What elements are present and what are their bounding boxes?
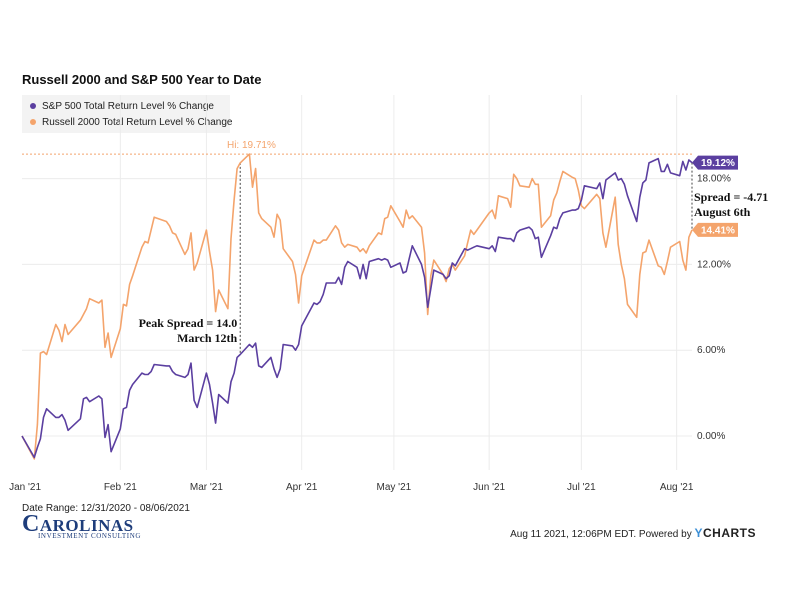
current-spread-label: Spread = -4.71 (694, 190, 768, 204)
x-tick-label: May '21 (377, 482, 412, 493)
legend-label-russell: Russell 2000 Total Return Level % Change (42, 117, 233, 128)
x-tick-label: Jan '21 (9, 482, 41, 493)
x-tick-label: Jun '21 (473, 482, 505, 493)
ycharts-logo[interactable]: YCHARTS (694, 526, 756, 540)
x-tick-label: Aug '21 (660, 482, 694, 493)
date-range: Date Range: 12/31/2020 - 08/06/2021 (22, 503, 190, 514)
peak-spread-date: March 12th (177, 331, 237, 345)
russell-end-badge (692, 222, 738, 237)
footer-credit: Aug 11 2021, 12:06PM EDT. Powered by YCH… (510, 526, 756, 540)
legend-label-sp500: S&P 500 Total Return Level % Change (42, 101, 214, 112)
logo-main-text: AROLINAS (39, 516, 134, 535)
x-tick-label: Jul '21 (567, 482, 596, 493)
sp500-line (21, 157, 693, 459)
logo-cap-letter: C (22, 511, 40, 537)
legend-dot-russell (30, 119, 36, 126)
footer-timestamp: Aug 11 2021, 12:06PM EDT. Powered by (510, 529, 692, 540)
hi-label: Hi: 19.71% (227, 140, 276, 151)
sp500-end-badge (692, 155, 738, 170)
russell-end-badge-text: 14.41% (701, 225, 735, 236)
legend-dot-sp500 (30, 103, 36, 110)
chart-legend: S&P 500 Total Return Level % Change Russ… (22, 95, 233, 133)
logo-subtitle: INVESTMENT CONSULTING (38, 532, 142, 540)
russell-line (21, 153, 693, 460)
legend-item-sp500[interactable]: S&P 500 Total Return Level % Change (30, 101, 214, 112)
x-tick-label: Mar '21 (190, 482, 223, 493)
ycharts-y: Y (694, 526, 703, 540)
x-tick-label: Feb '21 (104, 482, 137, 493)
peak-spread-label: Peak Spread = 14.0 (139, 316, 238, 330)
y-tick-label: 12.00% (697, 259, 731, 270)
x-tick-label: Apr '21 (286, 482, 318, 493)
current-spread-date: August 6th (694, 205, 751, 219)
legend-item-russell[interactable]: Russell 2000 Total Return Level % Change (30, 117, 233, 128)
y-tick-label: 6.00% (697, 345, 725, 356)
y-tick-label: 18.00% (697, 174, 731, 185)
company-logo: CAROLINAS INVESTMENT CONSULTING (22, 512, 142, 540)
y-tick-label: 0.00% (697, 431, 725, 442)
sp500-end-badge-text: 19.12% (701, 158, 735, 169)
ycharts-text: CHARTS (703, 526, 756, 540)
chart-title: Russell 2000 and S&P 500 Year to Date (22, 72, 262, 87)
